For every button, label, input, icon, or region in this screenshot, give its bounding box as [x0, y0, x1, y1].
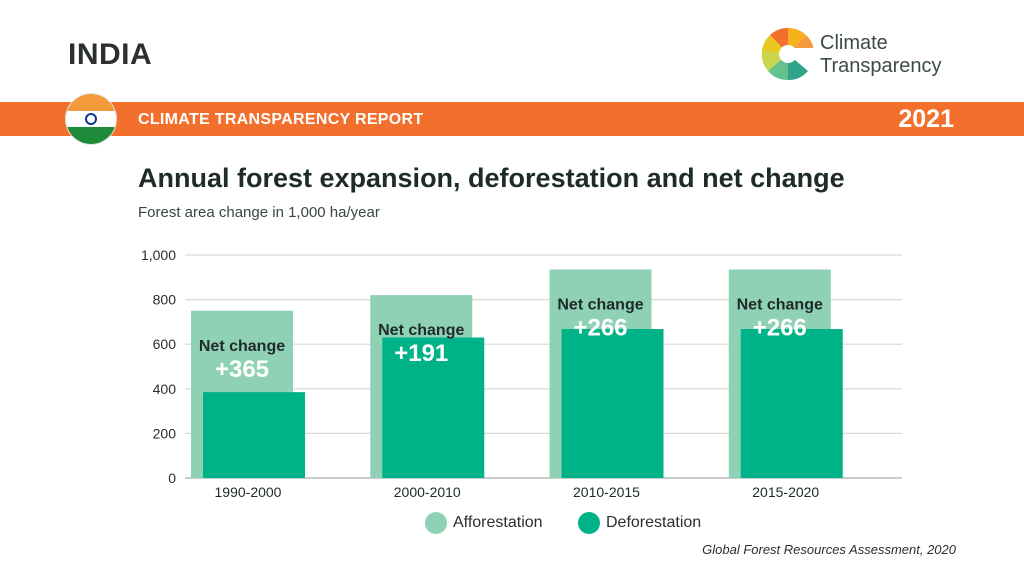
- bar-deforestation: [382, 337, 485, 478]
- india-flag-icon: [66, 94, 116, 144]
- net-change-label: Net change: [737, 296, 823, 313]
- legend-afforestation: Afforestation: [425, 512, 543, 534]
- chart-source: Global Forest Resources Assessment, 2020: [702, 542, 956, 557]
- net-change-label: Net change: [557, 296, 643, 313]
- report-banner: CLIMATE TRANSPARENCY REPORT 2021: [0, 102, 1024, 136]
- y-tick-label: 400: [153, 381, 177, 397]
- x-tick-label: 2015-2020: [752, 484, 819, 500]
- logo-line1: Climate: [820, 32, 888, 54]
- net-change-value: +266: [753, 314, 807, 341]
- country-title: INDIA: [68, 38, 153, 71]
- report-title: CLIMATE TRANSPARENCY REPORT: [138, 111, 424, 128]
- logo-line2: Transparency: [820, 55, 942, 77]
- x-tick-label: 2000-2010: [394, 484, 461, 500]
- y-tick-label: 800: [153, 292, 177, 308]
- net-change-label: Net change: [378, 322, 464, 339]
- climate-transparency-logo: Climate Transparency: [760, 26, 970, 86]
- x-tick-label: 2010-2015: [573, 484, 640, 500]
- legend-afforestation-label: Afforestation: [453, 514, 543, 531]
- net-change-value: +266: [573, 314, 627, 341]
- net-change-value: +191: [394, 340, 448, 367]
- x-tick-label: 1990-2000: [215, 484, 282, 500]
- y-tick-label: 0: [168, 470, 176, 486]
- net-change-value: +365: [215, 356, 269, 383]
- legend-deforestation-label: Deforestation: [606, 514, 702, 531]
- legend-afforestation-swatch: [425, 512, 447, 534]
- bar-deforestation: [203, 392, 305, 478]
- chart-subtitle: Forest area change in 1,000 ha/year: [138, 204, 380, 221]
- logo-mark-icon: [761, 27, 816, 81]
- y-tick-label: 1,000: [141, 247, 176, 263]
- net-change-label: Net change: [199, 338, 285, 355]
- legend-deforestation-swatch: [578, 512, 600, 534]
- report-year: 2021: [898, 105, 954, 133]
- bar-deforestation: [561, 329, 664, 478]
- legend-deforestation: Deforestation: [578, 512, 701, 534]
- y-tick-label: 200: [153, 425, 177, 441]
- y-tick-label: 600: [153, 336, 177, 352]
- chart-title: Annual forest expansion, deforestation a…: [138, 163, 845, 193]
- bar-deforestation: [740, 329, 843, 478]
